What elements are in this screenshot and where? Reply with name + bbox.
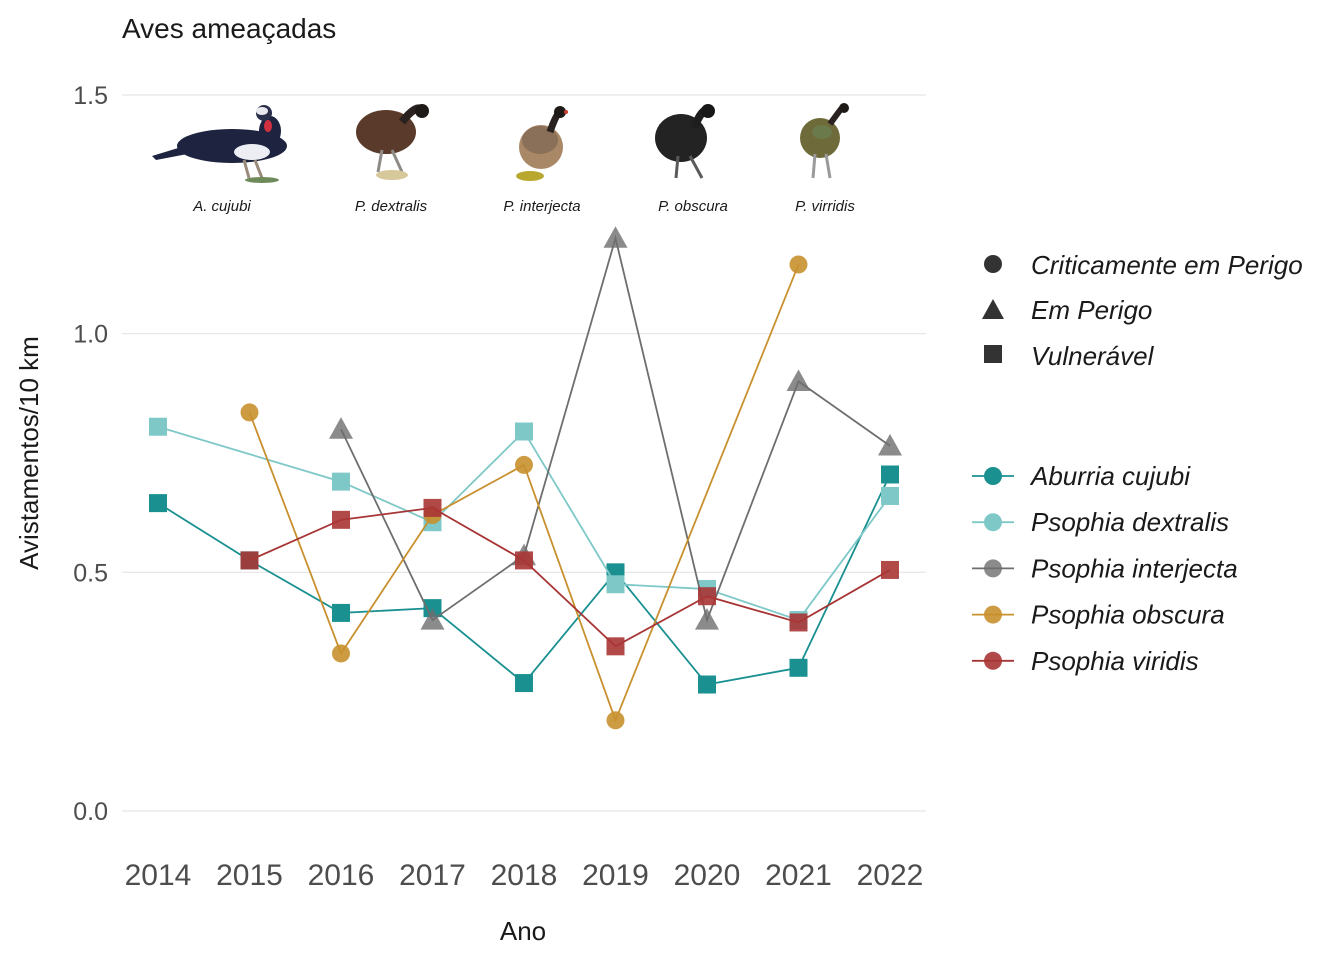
data-point: [332, 510, 350, 529]
y-axis-label: Avistamentos/10 km: [14, 336, 44, 570]
series-aburria-cujubi: [149, 465, 899, 694]
legend-square-marker: [984, 345, 1002, 363]
legend-marker: [984, 651, 1002, 670]
shape-legend-item-vulnerable: Vulnerável: [984, 341, 1155, 371]
series-line: [157, 474, 891, 686]
legend-label: Aburria cujubi: [1029, 461, 1191, 491]
data-point: [606, 575, 625, 594]
x-tick-label: 2020: [674, 859, 741, 892]
caption-p-dextralis: P. dextralis: [355, 198, 428, 215]
y-tick-label: 0.5: [73, 559, 108, 587]
grid-lines: [122, 94, 926, 812]
legend-label-critically: Criticamente em Perigo: [1031, 250, 1303, 280]
aburria-cujubi-picture: [152, 105, 287, 183]
data-point: [515, 674, 533, 693]
legend-marker: [984, 467, 1002, 485]
data-point: [149, 417, 167, 436]
species-legend-item: Psophia interjecta: [972, 553, 1238, 583]
data-point: [515, 551, 533, 570]
x-axis-ticks: 2014 2015 2016 2017 2018 2019 2020 2021 2022: [125, 859, 924, 892]
data-point: [240, 551, 259, 570]
legend-circle-marker: [984, 255, 1002, 273]
series-layer: [149, 226, 902, 730]
species-legend-item: Psophia dextralis: [972, 507, 1229, 537]
data-point: [606, 637, 625, 656]
series-psophia-obscura: [240, 255, 808, 730]
legend-marker: [984, 559, 1002, 578]
data-point: [149, 494, 167, 513]
x-tick-label: 2022: [857, 859, 924, 892]
y-tick-label: 1.0: [73, 321, 108, 349]
data-point: [606, 711, 625, 730]
species-legend-item: Psophia obscura: [972, 600, 1225, 630]
legend-label-vulnerable: Vulnerável: [1031, 341, 1155, 371]
y-tick-label: 1.5: [73, 82, 108, 110]
data-point: [240, 403, 259, 422]
psophia-interjecta-picture: [516, 106, 568, 181]
data-point: [789, 658, 808, 677]
x-tick-label: 2015: [216, 859, 283, 892]
x-tick-label: 2018: [491, 859, 558, 892]
x-tick-label: 2016: [308, 859, 375, 892]
data-point: [515, 422, 533, 441]
x-tick-label: 2021: [765, 859, 832, 892]
shape-legend-item-critically: Criticamente em Perigo: [984, 250, 1303, 280]
data-point: [786, 369, 811, 392]
series-line: [340, 234, 891, 624]
caption-a-cujubi: A. cujubi: [192, 198, 251, 215]
species-legend-item: Psophia viridis: [972, 646, 1199, 676]
series-psophia-dextralis: [149, 417, 899, 630]
data-point: [332, 603, 350, 622]
data-point: [332, 472, 350, 491]
data-point: [881, 465, 899, 484]
series-line: [248, 264, 800, 723]
psophia-dextralis-picture: [356, 104, 429, 180]
legend-label: Psophia interjecta: [1031, 553, 1238, 583]
x-tick-label: 2014: [125, 859, 192, 892]
data-point: [878, 433, 902, 456]
data-point: [698, 675, 716, 694]
data-point: [695, 608, 719, 630]
y-axis-ticks: 0.0 0.5 1.0 1.5: [73, 82, 108, 826]
data-point: [423, 498, 442, 517]
series-line: [157, 425, 891, 622]
data-point: [515, 455, 533, 474]
x-tick-label: 2019: [582, 859, 649, 892]
y-tick-label: 0.0: [73, 798, 108, 826]
caption-p-obscura: P. obscura: [658, 198, 728, 215]
data-point: [603, 226, 628, 248]
data-point: [789, 613, 808, 632]
legend-label: Psophia dextralis: [1031, 507, 1229, 537]
series-line: [249, 506, 891, 648]
data-point: [881, 560, 899, 579]
data-point: [332, 644, 350, 663]
series-psophia-viridis: [240, 498, 899, 656]
legend-label: Psophia viridis: [1031, 646, 1199, 676]
bird-illustrations: [152, 103, 849, 183]
data-point: [329, 417, 353, 439]
legend-marker: [984, 513, 1002, 532]
shape-legend-item-endangered: Em Perigo: [982, 295, 1152, 325]
legend-marker: [984, 605, 1002, 624]
psophia-obscura-picture: [655, 104, 715, 179]
data-point: [698, 587, 716, 606]
shape-legend: Criticamente em Perigo Em Perigo Vulnerá…: [982, 250, 1303, 371]
bird-captions: A. cujubi P. dextralis P. interjecta P. …: [192, 198, 855, 215]
caption-p-virridis: P. virridis: [795, 198, 855, 215]
legend-triangle-marker: [982, 299, 1004, 319]
species-legend-item: Aburria cujubi: [972, 461, 1191, 491]
legend-label-endangered: Em Perigo: [1031, 295, 1152, 325]
caption-p-interjecta: P. interjecta: [503, 198, 580, 215]
data-point: [881, 486, 899, 505]
legend-label: Psophia obscura: [1031, 600, 1225, 630]
chart-title: Aves ameaçadas: [122, 13, 336, 44]
x-axis-label: Ano: [500, 916, 546, 946]
data-point: [420, 608, 445, 630]
psophia-viridis-picture: [800, 103, 849, 179]
data-point: [789, 255, 808, 274]
species-legend: Aburria cujubi Psophia dextralis Psophia i…: [972, 461, 1238, 676]
x-tick-label: 2017: [399, 859, 466, 892]
